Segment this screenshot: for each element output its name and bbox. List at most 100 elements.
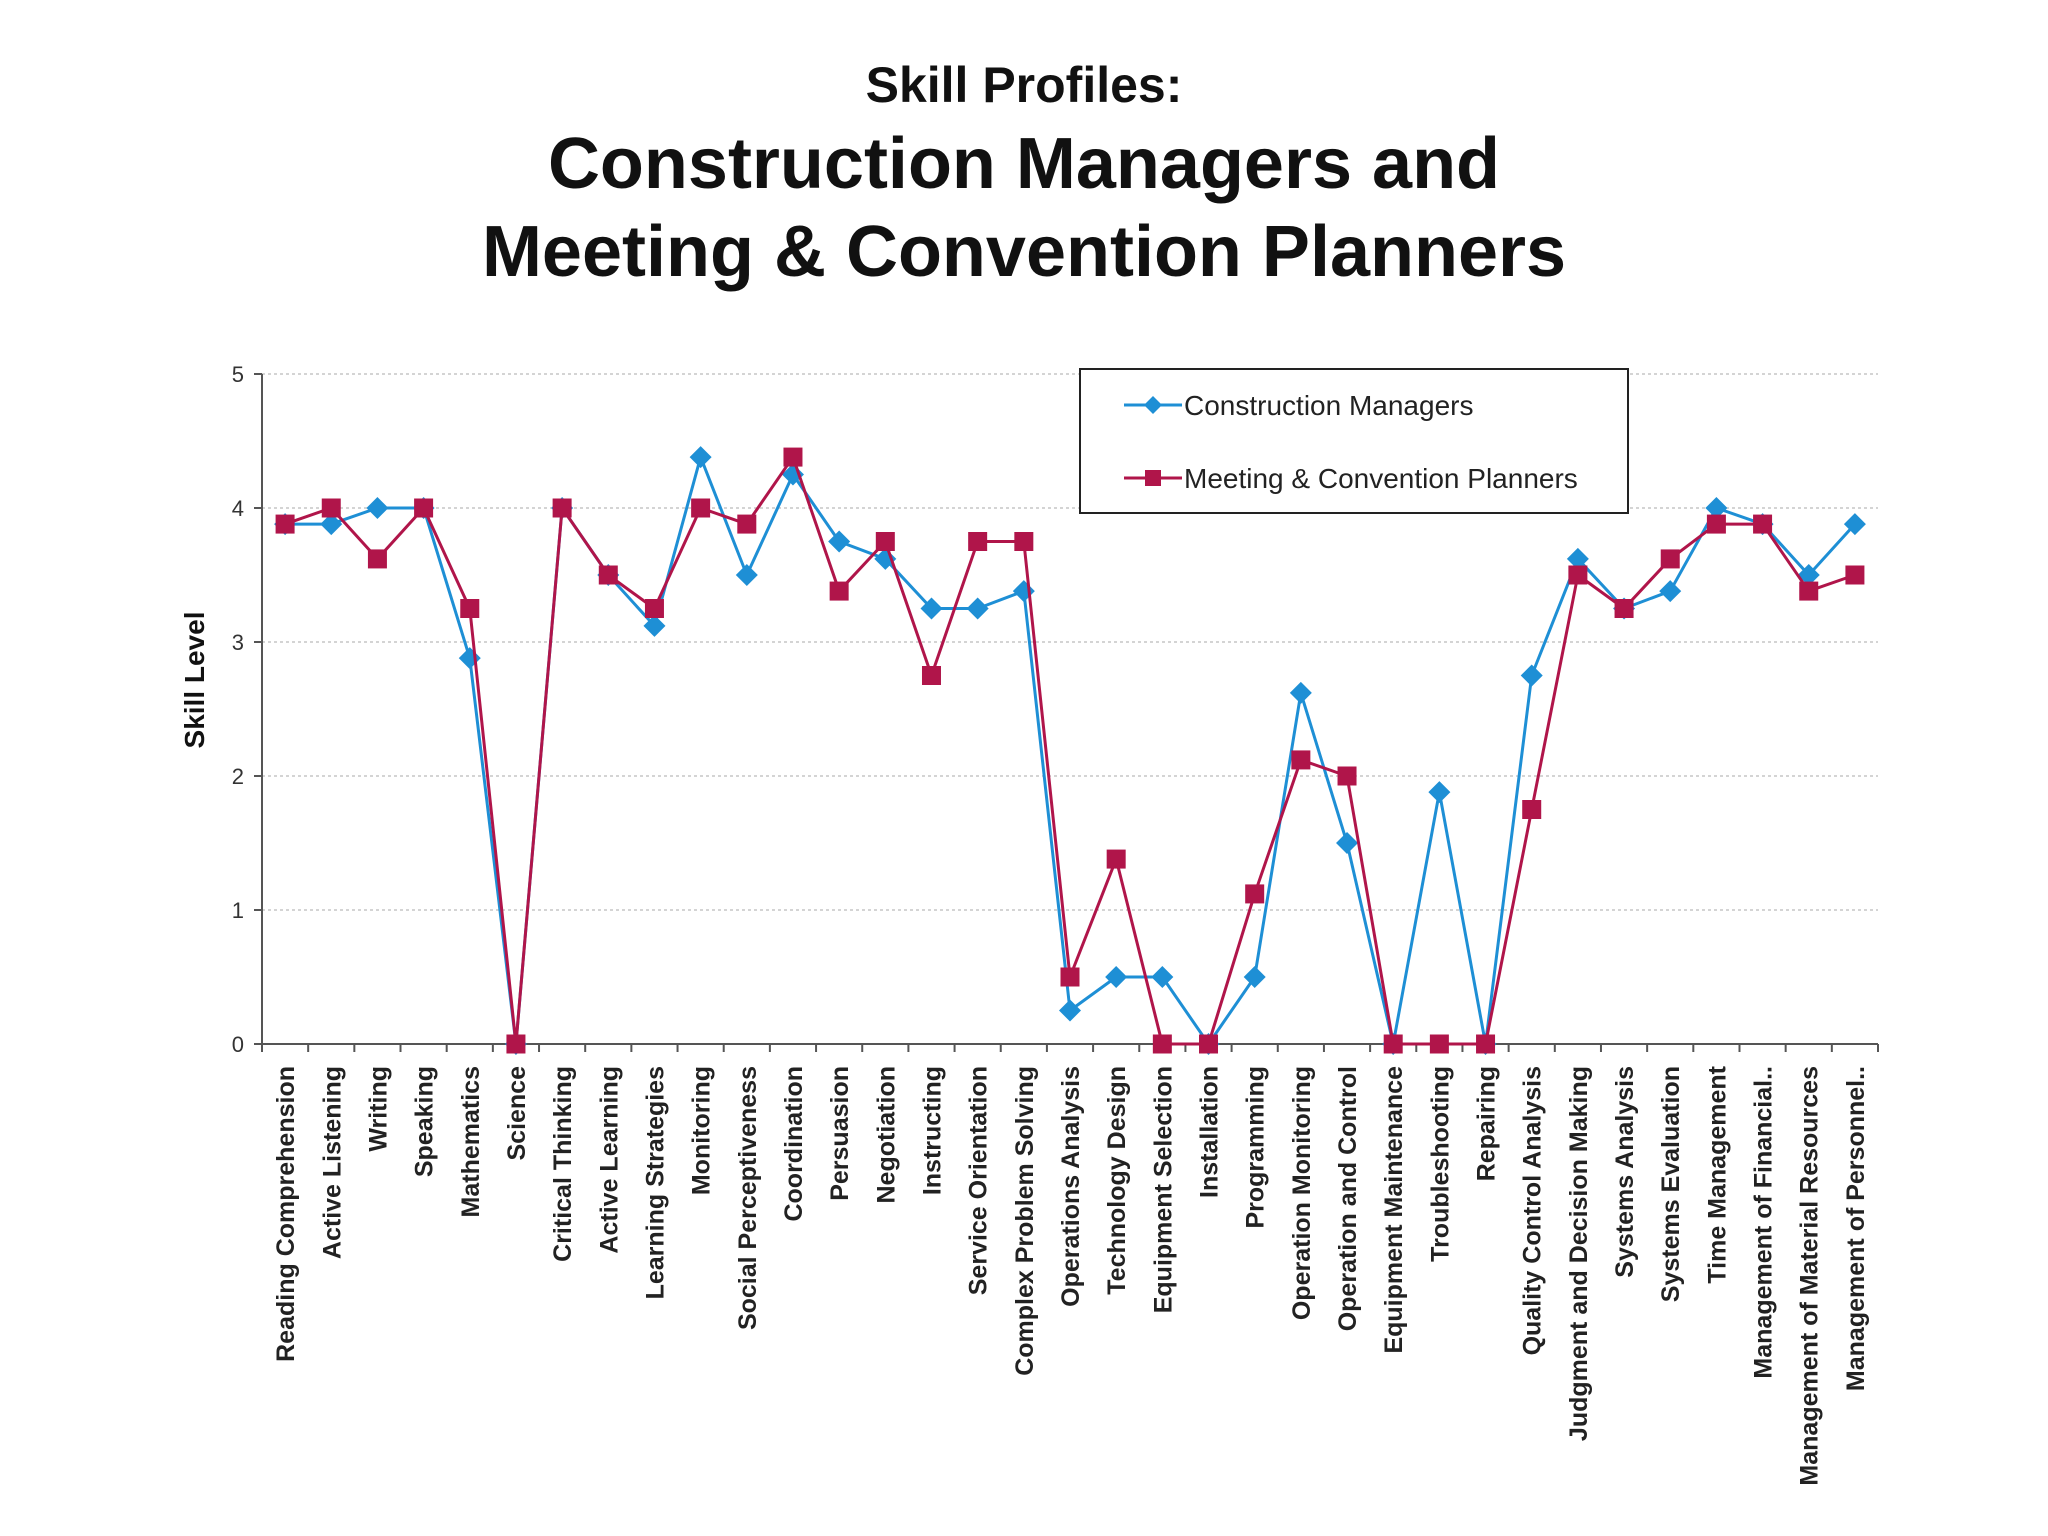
data-point-meeting-convention-planners	[1106, 849, 1126, 869]
x-category-label: Systems Analysis	[1611, 1066, 1639, 1278]
series-line-meeting-convention-planners	[284, 455, 1856, 1046]
data-point-construction-managers	[966, 597, 989, 620]
data-point-meeting-convention-planners	[1337, 766, 1357, 786]
axis-labels: Skill Level 0 1 2 3 4 5 Reading Comprehension A…	[179, 362, 1870, 1486]
data-point-construction-managers	[1289, 681, 1312, 704]
x-category-label: Programming	[1242, 1066, 1270, 1229]
y-axis-title: Skill Level	[179, 612, 210, 749]
legend-box	[1079, 368, 1629, 514]
y-tick-label-0: 0	[232, 1032, 244, 1057]
data-point-meeting-convention-planners	[1014, 532, 1034, 551]
chart-title-block: Skill Profiles: Construction Managers an…	[0, 50, 2048, 296]
x-category-label: Systems Evaluation	[1657, 1066, 1685, 1302]
x-category-label: Critical Thinking	[549, 1066, 577, 1262]
x-category-label: Negotiation	[872, 1066, 900, 1204]
data-point-construction-managers	[1520, 664, 1543, 687]
data-point-construction-managers	[1566, 547, 1589, 570]
data-point-construction-managers	[366, 497, 389, 519]
data-point-meeting-convention-planners	[275, 514, 295, 534]
data-point-meeting-convention-planners	[1152, 1034, 1172, 1054]
x-category-label: Equipment Selection	[1149, 1066, 1177, 1313]
series-line-construction-managers	[285, 455, 1857, 1046]
x-category-label: Management of Financial..	[1750, 1066, 1778, 1379]
chart-subtitle: Skill Profiles:	[865, 57, 1183, 113]
data-point-meeting-convention-planners	[1245, 884, 1265, 904]
y-tick-label-5: 5	[232, 362, 244, 387]
data-point-meeting-convention-planners	[783, 447, 803, 467]
data-point-meeting-convention-planners	[1199, 1034, 1219, 1054]
x-category-label: Installation	[1196, 1066, 1224, 1198]
data-point-construction-managers	[689, 446, 712, 469]
data-point-meeting-convention-planners	[552, 498, 572, 518]
legend: Construction Managers Meeting & Conventio…	[1079, 368, 1629, 514]
x-category-label: Mathematics	[457, 1066, 485, 1217]
data-point-construction-managers	[643, 614, 666, 637]
x-category-label: Active Listening	[318, 1066, 346, 1259]
data-point-meeting-convention-planners	[1060, 967, 1080, 987]
y-tick-label-3: 3	[232, 630, 244, 655]
data-point-meeting-convention-planners	[644, 599, 664, 618]
x-category-label: Writing	[364, 1066, 392, 1152]
y-tick-label-2: 2	[232, 764, 244, 789]
x-category-label: Management of Material Resources	[1796, 1066, 1824, 1486]
data-point-construction-managers	[1151, 966, 1174, 988]
legend-marker-diamond	[1144, 396, 1162, 414]
y-tick-label-4: 4	[232, 496, 244, 521]
x-category-label: Science	[503, 1066, 531, 1161]
data-point-construction-managers	[1336, 832, 1359, 854]
x-category-label: Operations Analysis	[1057, 1066, 1085, 1307]
x-category-label: Active Learning	[595, 1066, 623, 1254]
data-point-construction-managers	[1843, 513, 1866, 536]
data-point-meeting-convention-planners	[598, 565, 618, 585]
data-point-construction-managers	[920, 597, 943, 620]
data-point-meeting-convention-planners	[506, 1034, 526, 1054]
x-category-label: Judgment and Decision Making	[1565, 1066, 1593, 1441]
chart-title-line-1: Construction Managers and	[547, 124, 1501, 204]
x-category-label: Reading Comprehension	[272, 1066, 300, 1362]
x-category-label: Operation and Control	[1334, 1066, 1362, 1331]
data-point-meeting-convention-planners	[1568, 565, 1588, 585]
grid-lines	[262, 373, 1878, 911]
x-category-label: Technology Design	[1103, 1066, 1131, 1295]
x-category-label: Troubleshooting	[1426, 1066, 1454, 1262]
data-point-meeting-convention-planners	[1845, 565, 1865, 585]
chart-title-line-2: Meeting & Convention Planners	[481, 212, 1567, 292]
x-category-label: Persuasion	[826, 1066, 854, 1201]
x-category-label: Learning Strategies	[641, 1066, 669, 1299]
x-category-label: Social Perceptiveness	[734, 1066, 762, 1330]
x-category-label: Speaking	[411, 1066, 439, 1177]
data-point-construction-managers	[320, 513, 343, 536]
data-point-construction-managers	[1105, 966, 1128, 988]
data-point-construction-managers	[828, 530, 851, 553]
data-point-meeting-convention-planners	[1660, 549, 1680, 569]
data-point-meeting-convention-planners	[1753, 514, 1773, 534]
data-point-meeting-convention-planners	[1522, 800, 1542, 819]
data-point-meeting-convention-planners	[1476, 1034, 1496, 1054]
x-category-label: Repairing	[1473, 1066, 1501, 1181]
data-point-meeting-convention-planners	[1383, 1034, 1403, 1054]
data-point-meeting-convention-planners	[968, 532, 988, 551]
data-point-meeting-convention-planners	[1429, 1034, 1449, 1054]
data-point-meeting-convention-planners	[414, 498, 434, 518]
x-category-label: Management of Personnel..	[1842, 1066, 1870, 1391]
x-category-label: Monitoring	[688, 1066, 716, 1195]
x-category-label: Quality Control Analysis	[1519, 1066, 1547, 1355]
data-point-meeting-convention-planners	[321, 498, 341, 518]
data-point-construction-managers	[1428, 781, 1451, 804]
data-point-construction-managers	[735, 564, 758, 586]
legend-label-construction-managers: Construction Managers	[1184, 390, 1473, 421]
x-category-label: Complex Problem Solving	[1011, 1066, 1039, 1376]
x-category-label: Operation Monitoring	[1288, 1066, 1316, 1320]
legend-marker-square	[1145, 470, 1161, 486]
data-point-construction-managers	[1243, 966, 1266, 988]
data-point-construction-managers	[1012, 580, 1035, 603]
data-point-meeting-convention-planners	[1614, 599, 1634, 618]
x-category-label: Instructing	[918, 1066, 946, 1195]
series-lines	[274, 446, 1866, 1055]
data-point-construction-managers	[458, 647, 481, 670]
data-point-meeting-convention-planners	[691, 498, 711, 518]
data-point-meeting-convention-planners	[737, 514, 757, 534]
data-point-meeting-convention-planners	[1799, 581, 1819, 601]
data-point-meeting-convention-planners	[829, 581, 849, 601]
